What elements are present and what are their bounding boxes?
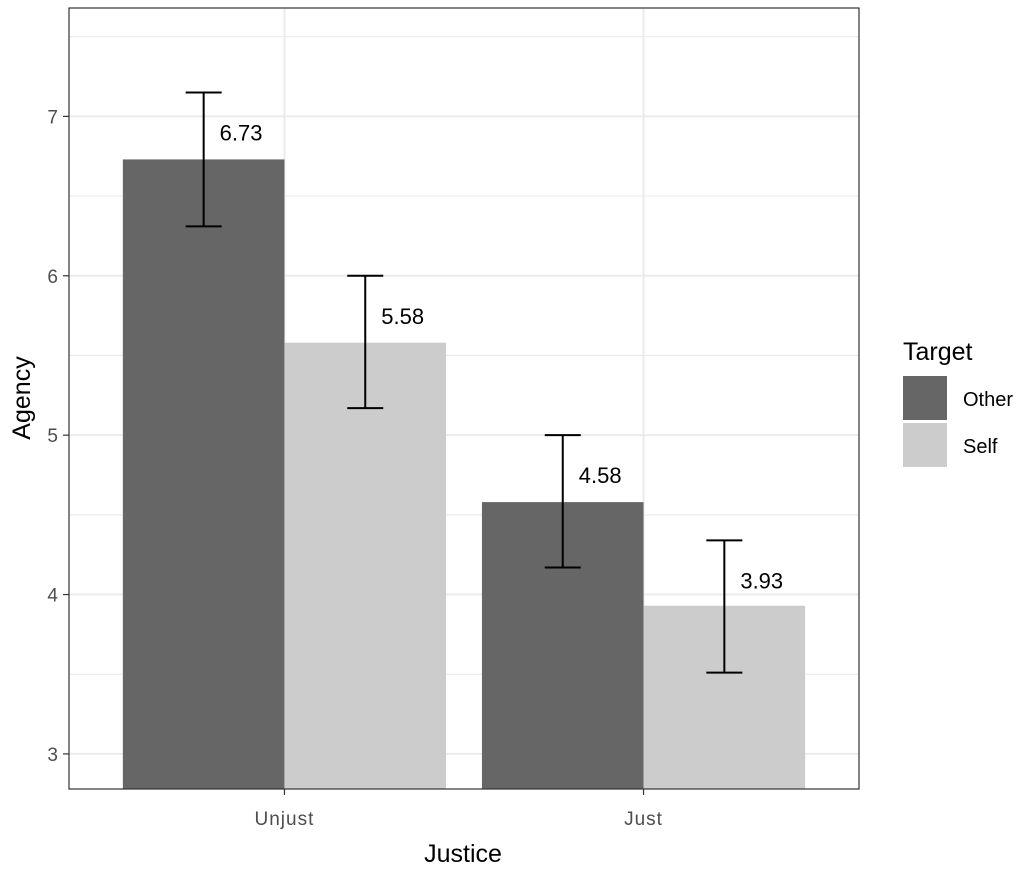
legend-label-self: Self — [963, 436, 998, 458]
data-labels: 6.73 4.58 5.58 3.93 — [220, 120, 784, 593]
plot-panel-border — [68, 7, 860, 790]
data-label: 4.58 — [579, 463, 622, 488]
y-tick-label: 6 — [47, 267, 58, 288]
error-bars — [185, 91, 743, 674]
legend-label-other: Other — [963, 389, 1013, 411]
legend-key-other — [903, 376, 947, 420]
x-tick-label: Just — [624, 809, 663, 830]
legend-title: Target — [903, 338, 973, 366]
y-axis-title: Agency — [8, 356, 36, 440]
y-tick-label: 4 — [47, 586, 58, 607]
bars — [122, 159, 806, 790]
y-tick-label: 5 — [47, 426, 58, 447]
data-label: 3.93 — [740, 568, 783, 593]
x-tick-label: Unjust — [255, 809, 315, 830]
x-axis: Unjust Just — [255, 789, 663, 830]
bar-other-unjust — [122, 159, 285, 790]
bar-self-unjust — [284, 342, 447, 789]
legend-key-self — [903, 423, 947, 467]
y-tick-label: 7 — [47, 107, 58, 128]
y-tick-label: 3 — [47, 745, 58, 766]
x-axis-title: Justice — [424, 840, 502, 868]
legend: Target Other Self — [903, 338, 1013, 467]
data-label: 6.73 — [220, 120, 263, 145]
y-axis: 3 4 5 6 7 — [47, 107, 69, 766]
data-label: 5.58 — [381, 304, 424, 329]
